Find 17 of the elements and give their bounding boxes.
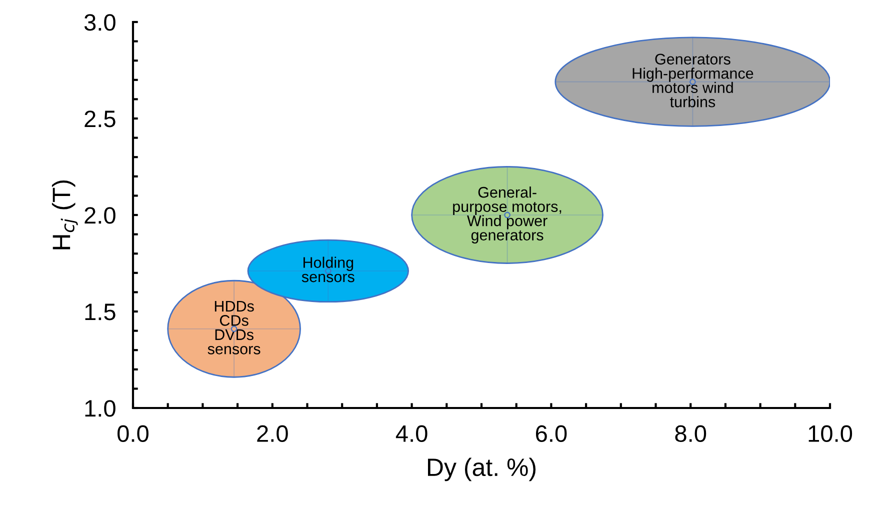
x-tick-label: 8.0 <box>675 425 706 442</box>
y-tick-label: 1.5 <box>85 304 116 320</box>
y-tick-label: 3.0 <box>84 14 116 31</box>
y-tick-label: 1.0 <box>85 400 116 417</box>
y-tick-label: 2.0 <box>84 207 116 224</box>
y-tick-label: 2.5 <box>84 110 116 128</box>
x-tick-label: 0.0 <box>118 425 148 442</box>
annotation: General- purpose motors, Wind power generators <box>453 186 562 244</box>
x-tick-label: 10.0 <box>808 425 852 442</box>
x-tick-label: 2.0 <box>257 425 288 442</box>
annotation: Holding sensors <box>302 256 354 282</box>
annotation: Generators High-performance motors wind turbins <box>632 54 754 108</box>
annotation: HDDs CDs DVDs sensors <box>208 300 260 354</box>
x-tick-label: 6.0 <box>536 425 567 442</box>
y-axis-title: H$_{cj}$ (T) <box>52 180 78 250</box>
x-axis-title: Dy (at. %) <box>428 458 536 482</box>
x-tick-label: 4.0 <box>396 425 428 442</box>
